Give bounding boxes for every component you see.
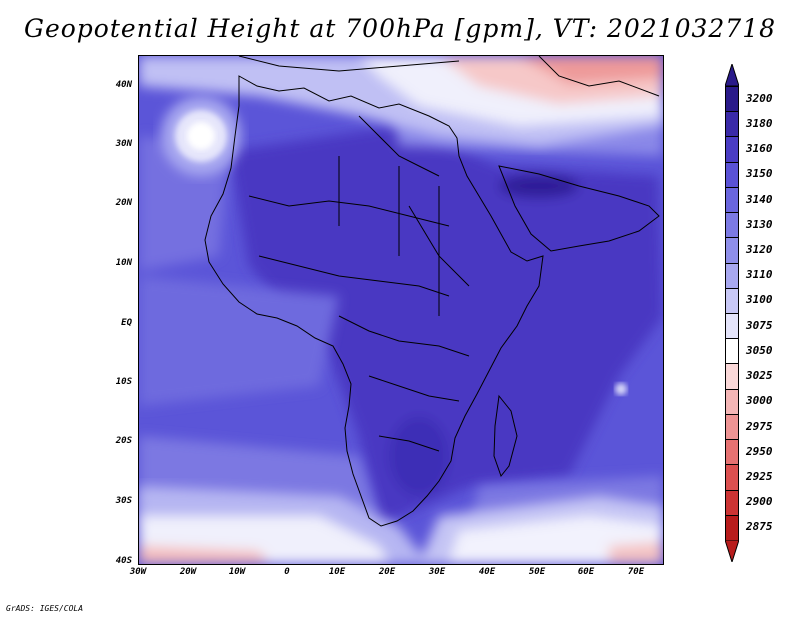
colorbar-swatch <box>725 237 739 264</box>
colorbar-label: 3130 <box>746 217 773 231</box>
colorbar-swatch <box>725 262 739 289</box>
colorbar-label: 2925 <box>746 469 773 483</box>
lon-label: 0 <box>284 567 290 577</box>
lon-label: 10W <box>228 567 246 577</box>
colorbar-label: 3120 <box>746 242 773 256</box>
colorbar-swatch <box>725 489 739 516</box>
lat-label: 10N <box>115 258 132 268</box>
colorbar-top-arrow <box>725 64 739 86</box>
colorbar-label: 3150 <box>746 167 773 181</box>
colorbar-swatch <box>725 111 739 138</box>
canary-anomaly <box>161 96 241 176</box>
colorbar-swatch <box>725 464 739 491</box>
colorbar-label: 2975 <box>746 419 773 433</box>
lat-label: 40N <box>115 80 132 90</box>
colorbar-label: 3025 <box>746 369 773 383</box>
colorbar-swatch <box>725 212 739 239</box>
lon-label: 30E <box>428 567 446 577</box>
colorbar-label: 3075 <box>746 318 773 332</box>
south-low-band <box>139 486 663 564</box>
geopotential-map <box>138 55 664 565</box>
indian-ocean-spot <box>615 383 627 395</box>
lon-label: 70E <box>627 567 645 577</box>
colorbar-swatch <box>725 338 739 365</box>
colorbar-label: 3110 <box>746 268 773 282</box>
colorbar-swatch <box>725 287 739 314</box>
lon-label: 60E <box>577 567 595 577</box>
colorbar-label: 2875 <box>746 520 773 534</box>
colorbar-swatch <box>725 388 739 415</box>
north-low-band <box>139 56 663 146</box>
map-field <box>139 56 663 564</box>
colorbar-label: 3000 <box>746 394 773 408</box>
colorbar-swatch <box>725 363 739 390</box>
lon-label: 10E <box>328 567 346 577</box>
lon-label: 50E <box>528 567 546 577</box>
lat-label: 20N <box>115 198 132 208</box>
lon-label: 20E <box>378 567 396 577</box>
colorbar-label: 2950 <box>746 444 773 458</box>
colorbar-label: 3100 <box>746 293 773 307</box>
colorbar-label: 3180 <box>746 116 773 130</box>
lat-label: 20S <box>115 436 132 446</box>
colorbar-swatch <box>725 313 739 340</box>
colorbar-swatch <box>725 186 739 214</box>
coastlines <box>204 56 660 527</box>
lat-label: 30N <box>115 139 132 149</box>
colorbar-label: 2900 <box>746 495 773 509</box>
colorbar-label: 3160 <box>746 142 773 156</box>
colorbar-label: 3200 <box>746 91 773 105</box>
lat-label: 40S <box>115 556 132 566</box>
colorbar-swatch <box>725 86 739 113</box>
colorbar-bottom-arrow <box>725 540 739 562</box>
colorbar-swatch <box>725 413 739 441</box>
colorbar-label: 3140 <box>746 192 773 206</box>
lon-label: 30W <box>129 567 147 577</box>
lat-label: 10S <box>115 377 132 387</box>
colorbar-swatch <box>725 439 739 466</box>
colorbar-label: 3050 <box>746 343 773 357</box>
lon-label: 20W <box>179 567 197 577</box>
lat-label: 30S <box>115 496 132 506</box>
lat-label: EQ <box>121 318 132 328</box>
colorbar-swatch <box>725 161 739 188</box>
colorbar-swatch <box>725 514 739 541</box>
credit-text: GrADS: IGES/COLA <box>6 604 84 613</box>
lon-label: 40E <box>478 567 496 577</box>
colorbar-swatch <box>725 136 739 163</box>
map-title: Geopotential Height at 700hPa [gpm], VT:… <box>23 14 777 43</box>
